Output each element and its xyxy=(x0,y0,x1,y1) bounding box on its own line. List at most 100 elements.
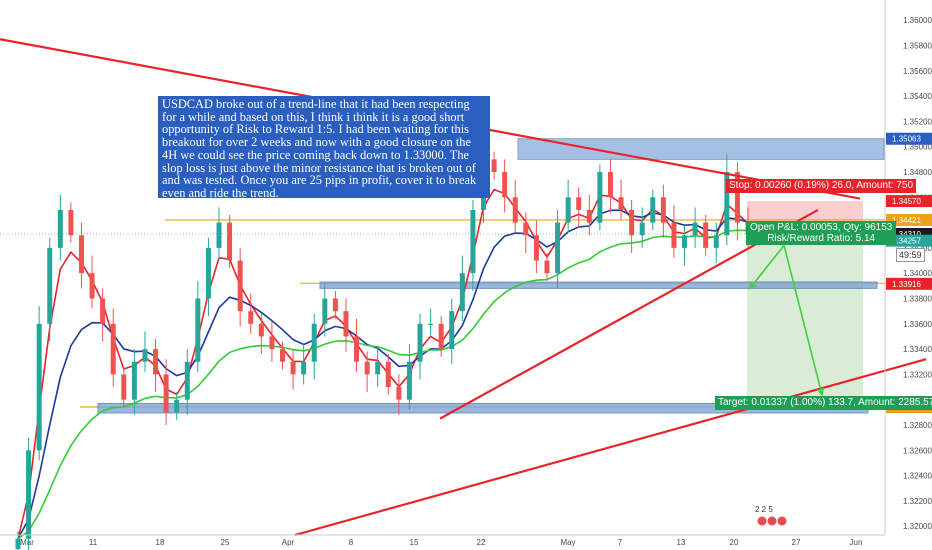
y-tick-label: 1.32600 xyxy=(903,446,932,455)
candle xyxy=(523,222,529,236)
support-zone-mid xyxy=(319,281,878,289)
candle xyxy=(417,323,423,362)
candle xyxy=(78,235,84,274)
y-tick-label: 1.33200 xyxy=(903,370,932,379)
candle xyxy=(396,387,402,400)
candle xyxy=(216,222,222,248)
y-tick-label: 1.32000 xyxy=(903,522,932,531)
candle xyxy=(671,222,677,248)
projection-arrowhead xyxy=(748,281,757,290)
candle xyxy=(660,197,666,223)
candle xyxy=(385,361,391,388)
y-tick-label: 1.35000 xyxy=(903,143,932,152)
projection-arrow-2 xyxy=(783,245,823,395)
x-tick-label: 20 xyxy=(730,538,739,547)
candle xyxy=(364,361,370,375)
price-tag-label: 1.35063 xyxy=(892,135,921,144)
x-tick-label: 22 xyxy=(477,538,486,547)
target-zone xyxy=(747,233,863,404)
candle xyxy=(100,298,106,324)
price-tag-label: 1.34570 xyxy=(892,197,921,206)
y-tick-label: 1.32200 xyxy=(903,497,932,506)
y-tick-label: 1.34000 xyxy=(903,269,932,278)
candle xyxy=(533,235,539,261)
y-tick-label: 1.33600 xyxy=(903,320,932,329)
x-tick-label: Mar xyxy=(20,538,34,547)
x-tick-label: Jun xyxy=(850,538,863,547)
candle xyxy=(576,197,582,210)
candle xyxy=(131,361,137,400)
candle xyxy=(36,323,42,451)
candle xyxy=(26,450,32,539)
price-tag xyxy=(886,195,932,208)
candle xyxy=(692,222,698,236)
projection-arrowhead xyxy=(816,387,825,397)
candle xyxy=(195,298,201,362)
ema-fast-line xyxy=(17,188,749,539)
candles-layer xyxy=(15,144,751,550)
x-tick-label: 8 xyxy=(349,538,354,547)
x-tick-label: 25 xyxy=(221,538,230,547)
candle xyxy=(163,374,169,413)
countdown-badge: 49:59 xyxy=(896,248,925,262)
x-tick-label: 13 xyxy=(677,538,686,547)
candle xyxy=(142,349,148,362)
projection-arrow-1 xyxy=(749,244,785,289)
x-tick-label: May xyxy=(560,538,575,547)
y-tick-label: 1.33400 xyxy=(903,345,932,354)
zones-layer xyxy=(0,138,885,414)
x-tick-label: 27 xyxy=(792,538,801,547)
candle xyxy=(354,336,360,362)
candle xyxy=(322,298,328,324)
candle xyxy=(343,311,349,337)
candle xyxy=(555,222,561,274)
event-markers-label: 2 2 5 xyxy=(755,504,773,516)
candle xyxy=(121,374,127,400)
price-tag xyxy=(886,277,932,290)
candle xyxy=(47,247,53,324)
open-pl-text: Open P&L: 0.00053, Qty: 96153 xyxy=(750,222,893,233)
ema-slow-line xyxy=(17,229,749,540)
price-tag xyxy=(886,132,932,145)
price-tag-label: 1.34421 xyxy=(892,216,921,225)
candle xyxy=(682,235,688,248)
y-tick-label: 1.32400 xyxy=(903,472,932,481)
x-tick-label: 11 xyxy=(89,538,98,547)
candle xyxy=(406,361,412,400)
candle xyxy=(311,323,317,362)
candle xyxy=(258,323,264,337)
y-tick-label: 1.35200 xyxy=(903,117,932,126)
resistance-zone xyxy=(517,138,885,160)
candle xyxy=(153,349,159,375)
candle xyxy=(449,311,455,350)
x-tick-label: Apr xyxy=(282,538,295,547)
candle xyxy=(459,273,465,312)
moving-averages-layer xyxy=(17,188,749,540)
candle xyxy=(174,399,180,413)
analysis-note[interactable]: USDCAD broke out of a trend-line that it… xyxy=(158,96,490,198)
y-tick-label: 1.35600 xyxy=(903,67,932,76)
y-tick-label: 1.35400 xyxy=(903,92,932,101)
x-tick-label: 15 xyxy=(410,538,419,547)
event-flag-icon xyxy=(756,515,768,527)
candle xyxy=(110,323,116,375)
candle xyxy=(205,247,211,299)
y-tick-label: 1.33800 xyxy=(903,294,932,303)
open-pl-label: Open P&L: 0.00053, Qty: 96153 Risk/Rewar… xyxy=(746,221,897,245)
price-tag-label: 1.33916 xyxy=(892,280,921,289)
candle xyxy=(227,222,233,261)
candle xyxy=(57,209,63,248)
candle xyxy=(332,298,338,312)
candle xyxy=(629,209,635,236)
candle xyxy=(290,361,296,375)
candle xyxy=(438,323,444,350)
candle xyxy=(565,197,571,223)
candle xyxy=(15,538,21,549)
candle xyxy=(512,197,518,223)
ema-mid-line xyxy=(17,209,749,540)
price-tag xyxy=(886,234,932,247)
candle xyxy=(586,209,592,223)
candle xyxy=(279,349,285,362)
y-tick-label: 1.35800 xyxy=(903,42,932,51)
